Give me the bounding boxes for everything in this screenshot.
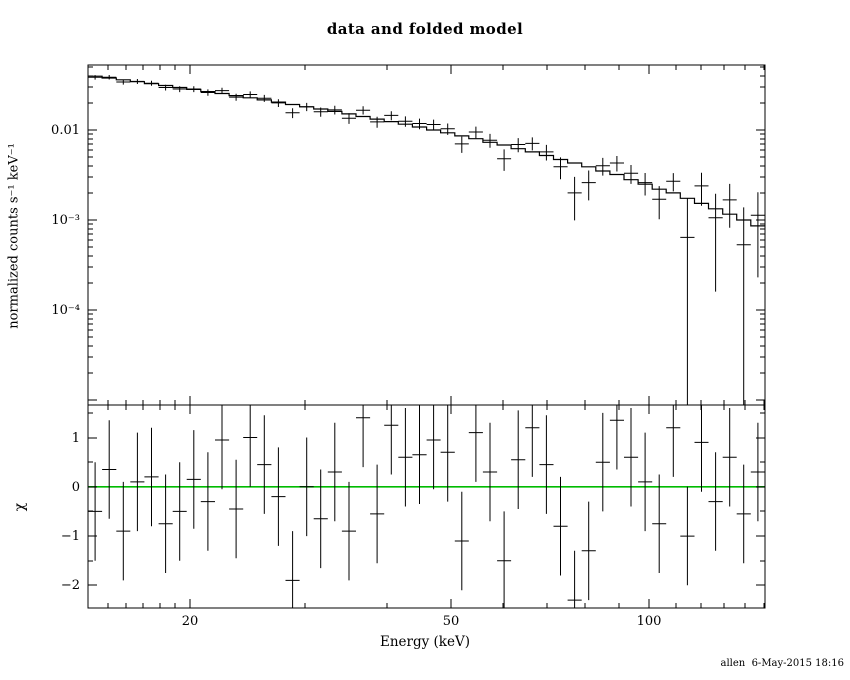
tick-marks (88, 65, 765, 608)
spectrum-data-points (88, 75, 765, 405)
chi-residual-points (88, 405, 765, 608)
svg-text:0: 0 (72, 480, 80, 495)
svg-text:1: 1 (72, 431, 80, 446)
user-timestamp-label: allen 6-May-2015 18:16 (720, 658, 845, 669)
folded-model-histogram (88, 75, 765, 227)
plot-title: data and folded model (326, 20, 524, 38)
svg-text:50: 50 (443, 614, 460, 629)
panel-frames (87, 64, 766, 609)
svg-text:100: 100 (637, 614, 662, 629)
svg-text:10⁻³: 10⁻³ (51, 213, 80, 228)
svg-text:10⁻⁴: 10⁻⁴ (51, 303, 80, 318)
svg-text:0.01: 0.01 (51, 123, 80, 138)
svg-text:−2: −2 (61, 578, 80, 593)
svg-text:20: 20 (182, 614, 199, 629)
svg-text:−1: −1 (61, 529, 80, 544)
tick-labels: 0.01 10⁻³ 10⁻⁴ 1 0 −1 −2 20 50 100 (51, 123, 661, 629)
x-axis-label-energy: Energy (keV) (379, 634, 470, 650)
